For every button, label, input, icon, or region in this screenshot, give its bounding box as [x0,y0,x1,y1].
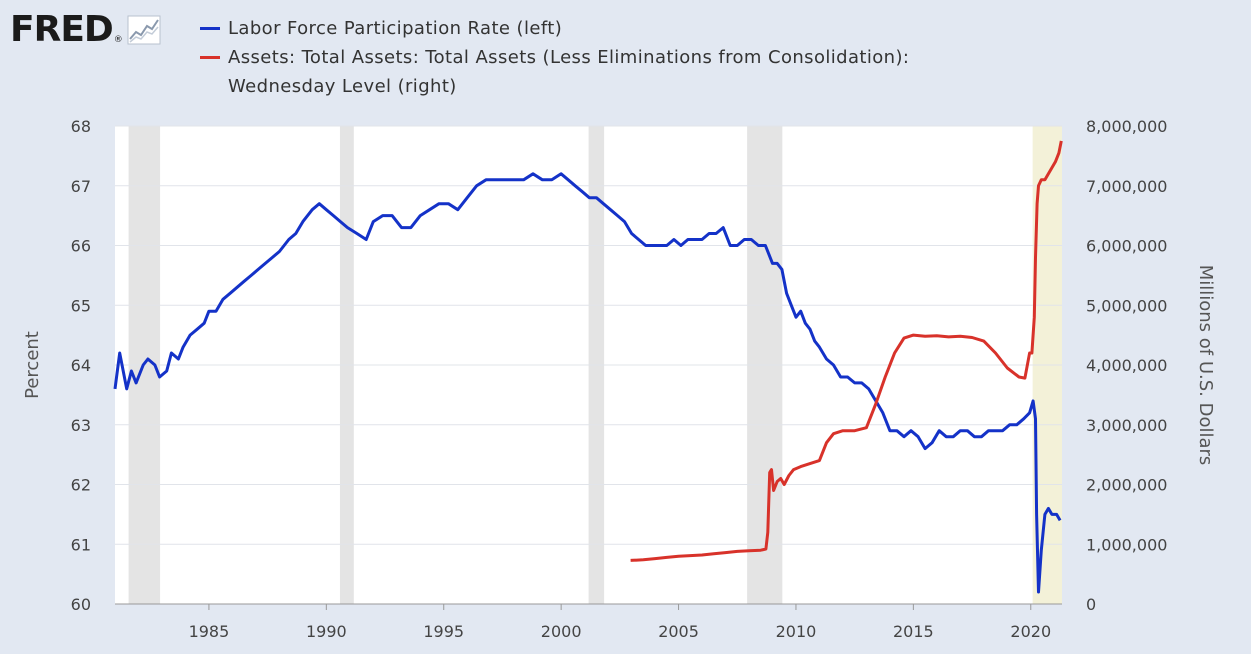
y-tick-label: 64 [71,356,91,375]
y-tick-label: 67 [71,177,91,196]
x-tick-label: 2000 [541,622,582,641]
legend-label-assets-2: Wednesday Level (right) [228,76,457,97]
legend-item-lfpr[interactable]: Labor Force Participation Rate (left) [200,14,909,43]
x-tick-label: 2005 [658,622,699,641]
x-tick-label: 2020 [1010,622,1051,641]
y-tick-label: 66 [71,237,91,256]
y-axis-label: Percent [22,331,43,399]
y-tick-label: 62 [71,476,91,495]
y2-tick-label: 2,000,000 [1086,476,1167,495]
x-tick-label: 2010 [776,622,817,641]
legend-swatch-red [200,56,220,59]
y2-tick-label: 1,000,000 [1086,535,1167,554]
fred-logo-text: FRED [10,9,114,50]
x-tick-label: 1990 [306,622,347,641]
series-line-lfpr [113,172,1062,594]
y2-tick-label: 6,000,000 [1086,237,1167,256]
y2-tick-label: 8,000,000 [1086,117,1167,136]
chart-legend: Labor Force Participation Rate (left) As… [200,14,909,101]
y2-tick-label: 7,000,000 [1086,177,1167,196]
x-tick-label: 1995 [423,622,464,641]
y2-tick-label: 3,000,000 [1086,416,1167,435]
y2-tick-label: 5,000,000 [1086,296,1167,315]
registered-mark: ® [113,35,123,45]
y2-tick-label: 4,000,000 [1086,356,1167,375]
y-tick-label: 65 [71,296,91,315]
line-chart-icon [127,15,161,45]
x-tick-label: 1985 [189,622,230,641]
y-tick-label: 60 [71,595,91,614]
x-tick-label: 2015 [893,622,934,641]
legend-swatch-blue [200,27,220,30]
legend-label-lfpr: Labor Force Participation Rate (left) [228,18,563,39]
y-tick-label: 68 [71,117,91,136]
series-line-assets [630,140,1063,562]
y2-axis-label: Millions of U.S. Dollars [1195,265,1216,466]
y2-tick-label: 0 [1086,595,1096,614]
fred-logo[interactable]: FRED ® [10,8,161,52]
legend-label-assets: Assets: Total Assets: Total Assets (Less… [228,47,910,68]
y-tick-label: 61 [71,535,91,554]
legend-item-assets[interactable]: Assets: Total Assets: Total Assets (Less… [200,43,909,101]
y-tick-label: 63 [71,416,91,435]
